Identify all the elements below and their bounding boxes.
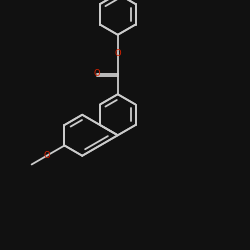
Text: O: O — [44, 151, 50, 160]
Text: O: O — [94, 69, 100, 78]
Text: O: O — [114, 49, 121, 58]
